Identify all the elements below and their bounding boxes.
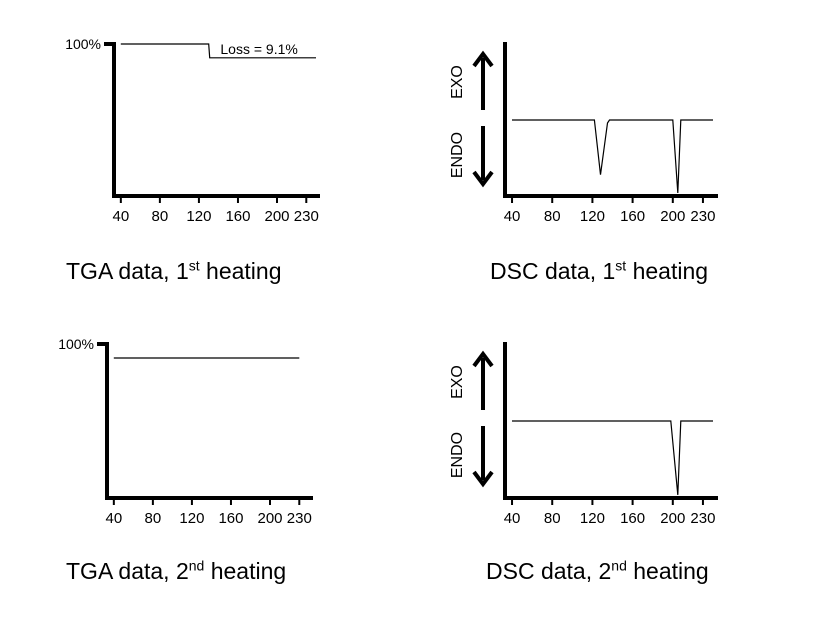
tga2-x-tick-label: 160 xyxy=(218,510,243,527)
dsc1-exo-label: EXO xyxy=(449,65,466,99)
tga1-x-tick-label: 120 xyxy=(186,208,211,225)
tga1-x-tick-label: 80 xyxy=(152,208,169,225)
tga2-y-tick-label: 100% xyxy=(58,336,94,352)
tga1-loss-annotation: Loss = 9.1% xyxy=(220,41,297,57)
tga2-plot: 40 80 120 160 200 230 100% xyxy=(58,336,313,527)
tga1-y-tick-label: 100% xyxy=(65,36,101,52)
dsc1-x-tick-label: 160 xyxy=(620,208,645,225)
dsc2-x-tick-label: 80 xyxy=(544,510,561,527)
tga1-series-line xyxy=(120,43,316,59)
tga2-x-tick-label: 40 xyxy=(105,510,122,527)
dsc2-endo-label: ENDO xyxy=(449,432,466,478)
dsc1-x-tick-label: 40 xyxy=(504,208,521,225)
tga2-x-tick-label: 120 xyxy=(179,510,204,527)
dsc2-exo-arrowhead xyxy=(472,350,494,368)
dsc2-series-line xyxy=(512,420,713,495)
dsc2-x-tick-label: 40 xyxy=(504,510,521,527)
dsc2-x-tick-label: 200 xyxy=(660,510,685,527)
dsc2-x-tick-label: 230 xyxy=(690,510,715,527)
dsc1-endo-label: ENDO xyxy=(449,132,466,178)
dsc1-x-tick-label: 200 xyxy=(660,208,685,225)
dsc1-series-line xyxy=(512,119,713,194)
tga2-x-tick-label: 200 xyxy=(257,510,282,527)
tga2-x-tick-label: 230 xyxy=(287,510,312,527)
dsc1-exo-arrowhead xyxy=(472,50,494,68)
tga1-title: TGA data, 1st heating xyxy=(66,257,282,284)
tga2-x-tick-label: 80 xyxy=(145,510,162,527)
tga1-x-tick-label: 160 xyxy=(225,208,250,225)
dsc1-x-tick-label: 120 xyxy=(580,208,605,225)
dsc1-x-tick-label: 80 xyxy=(544,208,561,225)
dsc1-plot: 40 80 120 160 200 230 EXO ENDO xyxy=(449,42,718,225)
tga1-plot: 40 80 120 160 200 230 100% Loss = 9.1% xyxy=(65,36,320,225)
dsc2-exo-label: EXO xyxy=(449,365,466,399)
tga2-title: TGA data, 2nd heating xyxy=(66,557,287,584)
dsc2-title: DSC data, 2nd heating xyxy=(486,557,709,584)
dsc2-x-tick-label: 160 xyxy=(620,510,645,527)
dsc1-x-tick-label: 230 xyxy=(690,208,715,225)
dsc2-plot: 40 80 120 160 200 230 EXO ENDO xyxy=(449,342,718,527)
tga1-x-tick-label: 200 xyxy=(264,208,289,225)
dsc1-endo-arrowhead xyxy=(472,170,494,188)
dsc2-endo-arrowhead xyxy=(472,470,494,488)
dsc1-title: DSC data, 1st heating xyxy=(490,257,709,284)
dsc2-x-tick-label: 120 xyxy=(580,510,605,527)
tga1-x-tick-label: 230 xyxy=(294,208,319,225)
tga1-x-tick-label: 40 xyxy=(112,208,129,225)
